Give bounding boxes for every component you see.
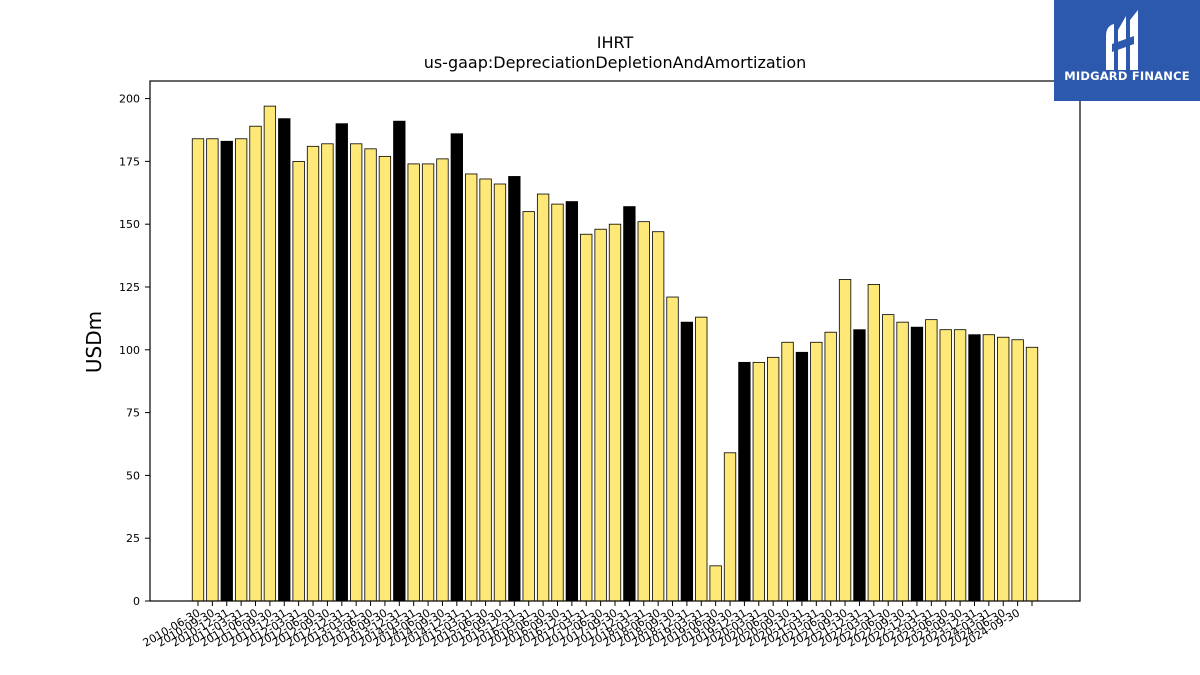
midgard-logo-icon	[1106, 10, 1138, 70]
bar-6	[278, 118, 291, 602]
bar-36	[709, 565, 722, 602]
bar-19	[465, 173, 478, 602]
y-axis-label: USDm	[82, 311, 106, 373]
bars-group	[191, 105, 1039, 602]
bar-2	[220, 140, 233, 602]
bar-33	[666, 296, 679, 602]
bar-3	[234, 138, 248, 602]
bar-40	[767, 356, 780, 602]
bar-12	[364, 148, 377, 602]
bar-45	[838, 279, 852, 602]
chart-subtitle: us-gaap:DepreciationDepletionAndAmortiza…	[424, 53, 807, 72]
bar-24	[536, 193, 550, 602]
bar-39	[752, 361, 765, 602]
bar-42	[795, 351, 809, 602]
y-tick-label-4: 100	[119, 344, 140, 357]
bar-8	[306, 145, 320, 602]
bar-16	[421, 163, 435, 602]
x-axis: 2010-06-302010-09-302010-12-312011-03-31…	[141, 601, 1033, 650]
bar-44	[824, 331, 837, 602]
bar-43	[810, 341, 823, 602]
bar-23	[522, 211, 535, 602]
bar-10	[335, 123, 348, 602]
bar-13	[378, 155, 392, 602]
bar-9	[321, 143, 334, 602]
y-tick-label-7: 175	[119, 155, 140, 168]
bar-5	[263, 105, 277, 602]
bar-56	[997, 336, 1010, 602]
y-tick-label-6: 150	[119, 218, 140, 231]
bar-11	[350, 143, 363, 602]
bar-57	[1011, 339, 1024, 602]
bar-20	[479, 178, 492, 602]
bar-46	[853, 329, 866, 602]
brand-logo: MIDGARD FINANCE	[1054, 0, 1200, 101]
bar-53	[953, 329, 967, 602]
y-tick-label-1: 25	[126, 532, 140, 545]
bar-27	[580, 233, 593, 602]
bar-37	[723, 452, 737, 602]
bar-41	[781, 341, 794, 602]
bar-15	[407, 163, 420, 602]
brand-name: MIDGARD FINANCE	[1064, 69, 1190, 83]
bar-22	[508, 176, 521, 602]
bar-4	[249, 125, 262, 602]
bar-29	[608, 223, 622, 602]
bar-54	[968, 334, 981, 602]
bar-52	[939, 329, 952, 602]
bar-34	[680, 321, 694, 602]
bar-48	[882, 314, 895, 602]
bar-30	[623, 206, 636, 602]
y-tick-label-5: 125	[119, 281, 140, 294]
bar-31	[637, 221, 650, 602]
bar-49	[896, 321, 909, 602]
bar-18	[450, 133, 463, 602]
bar-58	[1025, 346, 1039, 602]
bar-14	[393, 120, 406, 602]
y-tick-label-0: 0	[133, 595, 140, 608]
bar-32	[651, 231, 665, 602]
y-tick-label-3: 75	[126, 407, 140, 420]
bar-21	[493, 183, 507, 602]
bar-55	[982, 334, 996, 602]
bar-1	[206, 138, 219, 602]
bar-50	[910, 326, 924, 602]
bar-17	[436, 158, 449, 602]
bar-7	[292, 160, 305, 602]
bar-47	[867, 284, 880, 602]
y-tick-label-2: 50	[126, 469, 140, 482]
y-axis: 0 25 50 75 100 125 150 175 200	[119, 93, 150, 608]
chart-title: IHRT	[597, 33, 634, 52]
bar-0	[191, 138, 205, 602]
plot-frame	[149, 80, 1081, 602]
y-tick-label-8: 200	[119, 93, 140, 106]
bar-51	[925, 319, 938, 602]
bar-26	[565, 201, 579, 602]
bar-38	[738, 361, 751, 602]
bar-25	[551, 203, 564, 602]
bar-35	[695, 316, 708, 602]
bar-28	[594, 228, 607, 602]
